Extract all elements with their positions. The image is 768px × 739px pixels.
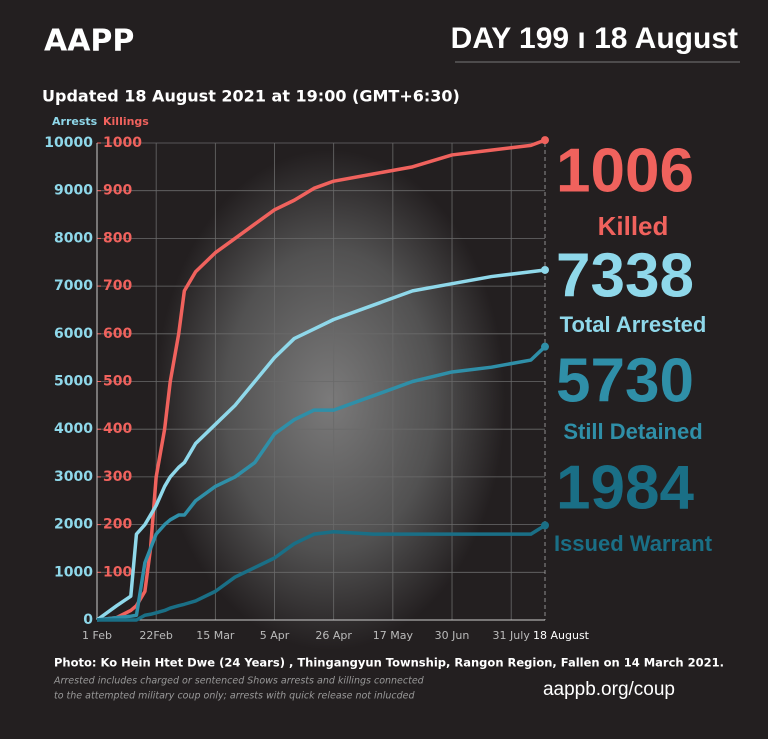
note: to the attempted military coup only; arr…	[54, 691, 415, 702]
y2-tick-label: 1000	[103, 135, 142, 151]
end-dot	[541, 521, 549, 530]
y-tick-label: 3000	[54, 469, 93, 485]
y-tick-label: 0	[83, 612, 93, 628]
y-tick-label: 5000	[54, 374, 93, 390]
x-tick-label: 30 Jun	[435, 629, 470, 642]
y2-tick-label: 400	[103, 421, 132, 437]
y-tick-label: 9000	[54, 183, 93, 199]
legend-label: Issued Warrant	[554, 531, 713, 556]
x-tick-label: 26 Apr	[315, 629, 352, 642]
y-axis-label: Arrests	[52, 115, 98, 128]
legend-label: Total Arrested	[560, 312, 707, 337]
x-tick-label: 22Feb	[139, 629, 172, 642]
x-tick-label: 5 Apr	[260, 629, 290, 642]
y2-tick-label: 200	[103, 517, 132, 533]
end-dot	[541, 136, 549, 145]
photo-credit: Photo: Ko Hein Htet Dwe (24 Years) , Thi…	[54, 656, 724, 670]
series-line	[95, 268, 546, 622]
x-tick-label: 17 May	[373, 629, 414, 642]
y2-tick-label: 900	[103, 183, 132, 199]
value-label: 7338	[556, 241, 694, 310]
x-tick-label: 31 July	[493, 629, 531, 642]
source: aappb.org/coup	[543, 679, 675, 700]
y-tick-label: 4000	[54, 421, 93, 437]
y2-tick-label: 500	[103, 374, 132, 390]
y-tick-label: 8000	[54, 230, 93, 246]
brand: AAPP	[44, 24, 134, 59]
y2-tick-label: 100	[103, 564, 132, 580]
y-tick-label: 6000	[54, 326, 93, 342]
legend-label: Still Detained	[563, 419, 702, 444]
day-label: DAY 199 ı 18 August	[451, 22, 738, 55]
y2-tick-label: 300	[103, 469, 132, 485]
note: Arrested includes charged or sentenced S…	[53, 676, 425, 687]
legend-label: Killed	[598, 211, 669, 241]
series-line	[96, 345, 547, 622]
y-tick-label: 7000	[54, 278, 93, 294]
y-tick-label: 2000	[54, 517, 93, 533]
y-tick-label: 10000	[44, 135, 93, 151]
series-line	[97, 523, 546, 622]
y2-tick-label: 800	[103, 230, 132, 246]
x-tick-label: 15 Mar	[196, 629, 235, 642]
series-line	[96, 138, 546, 622]
y2-axis-label: Killings	[103, 115, 149, 128]
x-tick-label: 1 Feb	[82, 629, 112, 642]
x-tick-label: 18 August	[533, 629, 590, 642]
end-dot	[541, 265, 549, 274]
value-label: 5730	[556, 346, 694, 415]
end-dot	[541, 342, 549, 351]
y2-tick-label: 700	[103, 278, 132, 294]
y2-tick-label: 600	[103, 326, 132, 342]
photo	[155, 150, 505, 650]
y-tick-label: 1000	[54, 564, 93, 580]
value-label: 1984	[556, 453, 694, 522]
value-label: 1006	[556, 136, 694, 205]
subtitle: Updated 18 August 2021 at 19:00 (GMT+6:3…	[42, 87, 460, 106]
